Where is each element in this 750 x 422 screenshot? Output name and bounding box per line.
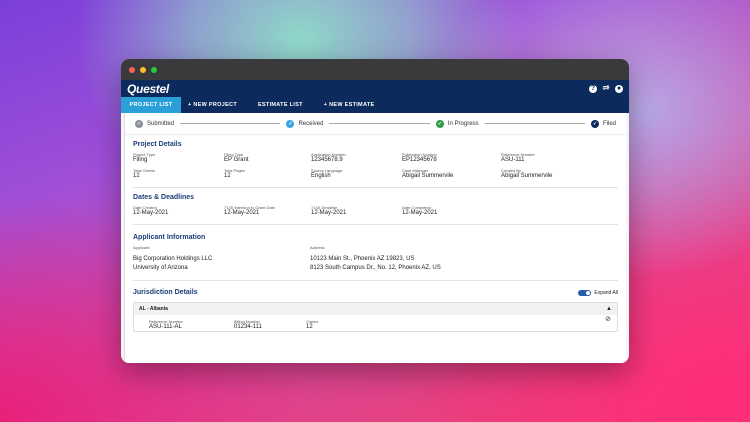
help-icon[interactable]: ?	[589, 85, 597, 93]
header-icons: ? 🕫 ●	[589, 85, 623, 93]
field-value: EP Grant	[224, 157, 311, 164]
step-label: In Progress	[448, 121, 479, 127]
section-title: Jurisdiction Details	[133, 289, 198, 296]
field-value: 12-May-2021	[311, 210, 402, 217]
nav-estimate-list[interactable]: ESTIMATE LIST	[244, 97, 310, 113]
field-total-claims: Total Claims12	[133, 168, 224, 180]
project-details-section: Project Details Project TypeFiling Filin…	[125, 141, 626, 188]
step-label: Received	[298, 121, 323, 127]
field-source-language: Source LanguageEnglish	[311, 168, 402, 180]
toggle-switch[interactable]	[578, 290, 591, 296]
step-connector	[329, 123, 429, 124]
applicant-address: 10123 Main St., Phoenix AZ 19823, US	[310, 255, 618, 264]
field-application-number: Application Number12345678.9	[311, 152, 402, 164]
field-deadline: 71(3) Deadline12-May-2021	[311, 205, 402, 217]
step-connector	[180, 123, 280, 124]
dates-section: Dates & Deadlines Date Created12-May-202…	[125, 194, 626, 225]
dates-grid: Date Created12-May-2021 71(3) Intention …	[133, 205, 618, 217]
field-value: Filing	[133, 157, 224, 164]
check-icon: ✓	[436, 120, 444, 128]
jurisdiction-card: AL - Albania ▲ Reference NumberASU-111-A…	[133, 302, 618, 332]
maximize-window-icon[interactable]	[151, 67, 157, 73]
close-window-icon[interactable]	[129, 67, 135, 73]
field-date-completed: Date Completed12-May-2021	[402, 205, 618, 217]
field-value: 12345678.9	[311, 157, 402, 164]
field-reference-number: Reference NumberASU-111	[501, 152, 618, 164]
field-value: 12-May-2021	[224, 210, 311, 217]
step-received: ✓ Received	[286, 120, 323, 128]
section-title: Project Details	[133, 141, 618, 148]
field-filing-type: Filing TypeEP Grant	[224, 152, 311, 164]
jurisdiction-card-header[interactable]: AL - Albania ▲	[134, 303, 617, 315]
project-detail-panel: ✓ Submitted ✓ Received ✓ In Progress ✓ F…	[124, 113, 626, 363]
field-value: Abigail Summervile	[501, 173, 618, 180]
app-header: Questel ? 🕫 ●	[121, 80, 629, 97]
step-in-progress: ✓ In Progress	[436, 120, 479, 128]
applicant-name: Big Corporation Holdings LLC	[133, 255, 310, 264]
expand-all-toggle[interactable]: Expand All	[578, 290, 618, 296]
applicant-name: University of Arizona	[133, 264, 310, 273]
applicant-address: 8123 South Campus Dr., No. 12, Phoenix A…	[310, 264, 618, 273]
jurisdiction-name: AL - Albania	[139, 306, 168, 312]
address-header: Address	[310, 245, 618, 250]
field-total-pages: Total Pages12	[224, 168, 311, 180]
check-icon: ✓	[135, 120, 143, 128]
minimize-window-icon[interactable]	[140, 67, 146, 73]
field-value: Abigail Summervile	[402, 173, 501, 180]
app-logo[interactable]: Questel	[127, 82, 169, 96]
field-jd-claims: Claims12	[306, 319, 602, 331]
field-date-created: Date Created12-May-2021	[133, 205, 224, 217]
section-title: Applicant Information	[133, 234, 618, 241]
field-publication-number: Publication NumberEP12345678	[402, 152, 501, 164]
field-value: English	[311, 173, 402, 180]
applicant-header: Applicant	[133, 245, 310, 250]
applicant-grid: Applicant Address Big Corporation Holdin…	[133, 245, 618, 273]
field-created-by: Created ByAbigail Summervile	[501, 168, 618, 180]
field-case-manager: Case ManagerAbigail Summervile	[402, 168, 501, 180]
step-submitted: ✓ Submitted	[135, 120, 174, 128]
section-title: Dates & Deadlines	[133, 194, 618, 201]
browser-window: Questel ? 🕫 ● PROJECT LIST + NEW PROJECT…	[121, 59, 629, 363]
step-label: Filed	[603, 121, 616, 127]
check-icon: ✓	[591, 120, 599, 128]
jurisdiction-header: Jurisdiction Details Expand All	[133, 289, 618, 296]
field-value: 12	[133, 173, 224, 180]
field-value: 12-May-2021	[402, 210, 618, 217]
step-label: Submitted	[147, 121, 174, 127]
chevron-up-icon[interactable]: ▲	[606, 306, 612, 312]
divider	[133, 187, 618, 188]
check-icon: ✓	[286, 120, 294, 128]
divider	[133, 224, 618, 225]
field-value: EP12345678	[402, 157, 501, 164]
field-value: ASU-111-AL	[149, 324, 234, 331]
cancel-icon[interactable]: ⊘	[605, 315, 611, 323]
field-intention-grant-date: 71(3) Intention to Grant Date12-May-2021	[224, 205, 311, 217]
nav-project-list[interactable]: PROJECT LIST	[121, 97, 181, 113]
nav-new-project[interactable]: + NEW PROJECT	[181, 97, 244, 113]
toggle-label: Expand All	[594, 290, 618, 296]
field-project-type: Project TypeFiling	[133, 152, 224, 164]
field-value: 12-May-2021	[133, 210, 224, 217]
nav-new-estimate[interactable]: + NEW ESTIMATE	[310, 97, 382, 113]
user-icon[interactable]: ●	[615, 85, 623, 93]
applicant-section: Applicant Information Applicant Address …	[125, 234, 626, 281]
field-jd-reference: Reference NumberASU-111-AL	[149, 319, 234, 331]
project-details-grid: Project TypeFiling Filing TypeEP Grant A…	[133, 152, 618, 180]
status-stepper: ✓ Submitted ✓ Received ✓ In Progress ✓ F…	[125, 113, 626, 135]
announcement-icon[interactable]: 🕫	[602, 85, 610, 93]
field-value: 12	[224, 173, 311, 180]
field-value: 12	[306, 324, 602, 331]
field-value: ASU-111	[501, 157, 618, 164]
step-filed: ✓ Filed	[591, 120, 616, 128]
jurisdiction-card-body: Reference NumberASU-111-AL Billing Numbe…	[134, 315, 617, 331]
window-titlebar	[121, 59, 629, 80]
main-nav: PROJECT LIST + NEW PROJECT ESTIMATE LIST…	[121, 97, 629, 113]
field-value: 01234-111	[234, 324, 306, 331]
field-jd-billing: Billing Number01234-111	[234, 319, 306, 331]
jurisdiction-section: Jurisdiction Details Expand All AL - Alb…	[125, 289, 626, 332]
divider	[133, 280, 618, 281]
step-connector	[485, 123, 585, 124]
